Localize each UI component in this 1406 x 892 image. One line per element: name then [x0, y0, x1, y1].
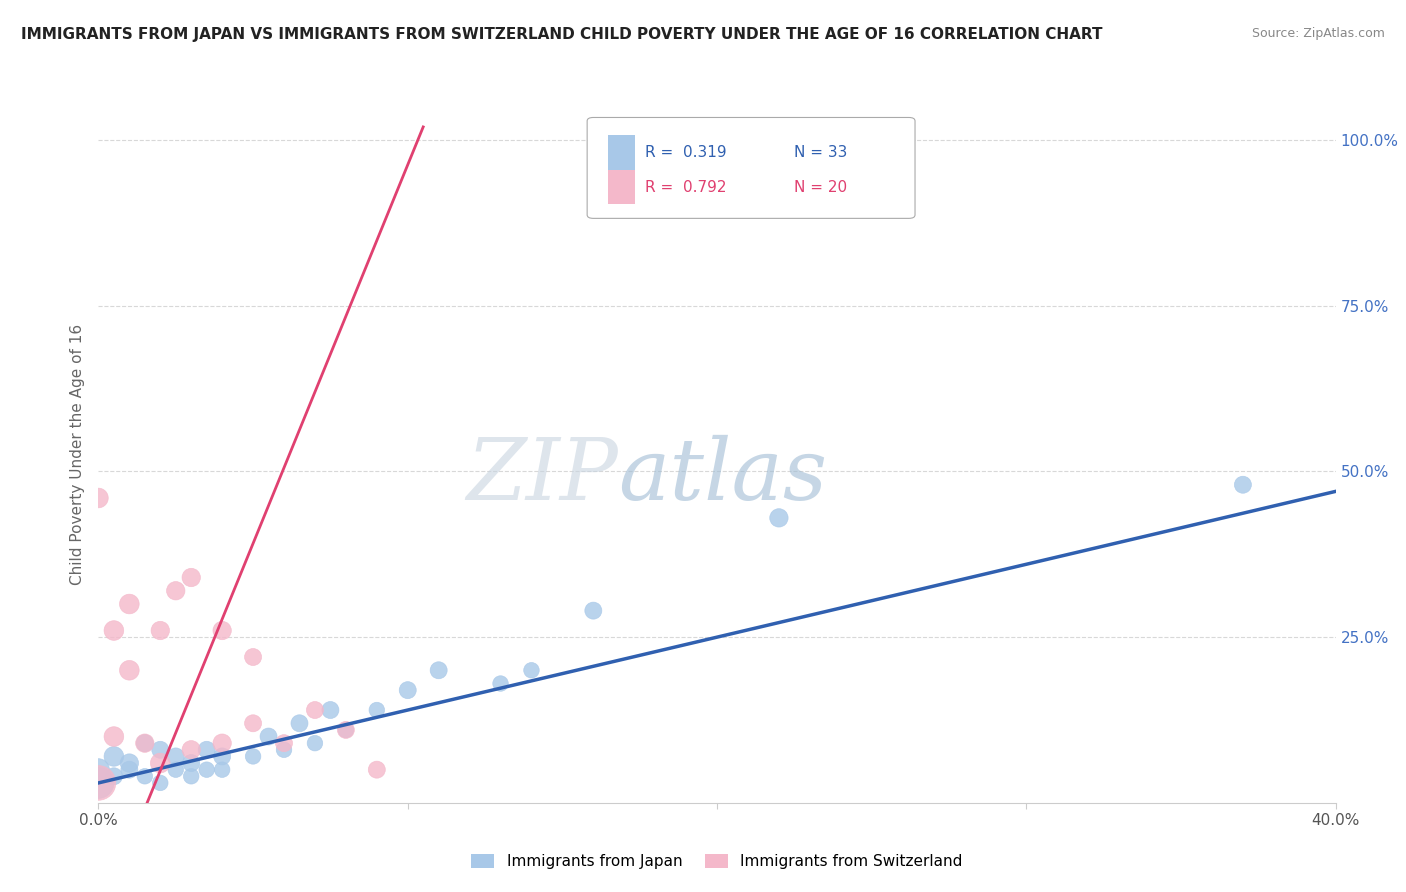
Point	[396, 683, 419, 698]
Point	[149, 624, 172, 638]
Point	[211, 736, 233, 750]
Point	[165, 763, 187, 777]
Point	[211, 624, 233, 638]
Point	[87, 763, 110, 777]
Point	[103, 769, 125, 783]
Point	[319, 703, 342, 717]
Point	[149, 756, 172, 770]
Point	[335, 723, 357, 737]
Point	[165, 749, 187, 764]
Text: Source: ZipAtlas.com: Source: ZipAtlas.com	[1251, 27, 1385, 40]
Point	[1232, 477, 1254, 491]
Point	[180, 756, 202, 770]
Point	[489, 676, 512, 690]
Text: ZIP: ZIP	[467, 434, 619, 517]
FancyBboxPatch shape	[588, 118, 915, 219]
FancyBboxPatch shape	[609, 169, 636, 204]
Text: N = 33: N = 33	[794, 145, 848, 160]
Point	[211, 763, 233, 777]
Point	[273, 736, 295, 750]
Point	[180, 743, 202, 757]
Point	[366, 763, 388, 777]
Text: IMMIGRANTS FROM JAPAN VS IMMIGRANTS FROM SWITZERLAND CHILD POVERTY UNDER THE AGE: IMMIGRANTS FROM JAPAN VS IMMIGRANTS FROM…	[21, 27, 1102, 42]
Point	[180, 570, 202, 584]
FancyBboxPatch shape	[609, 135, 636, 169]
Y-axis label: Child Poverty Under the Age of 16: Child Poverty Under the Age of 16	[70, 325, 86, 585]
Point	[288, 716, 311, 731]
Point	[134, 736, 156, 750]
Point	[118, 756, 141, 770]
Point	[103, 730, 125, 744]
Point	[103, 624, 125, 638]
Point	[103, 749, 125, 764]
Point	[195, 763, 218, 777]
Text: N = 20: N = 20	[794, 179, 846, 194]
Point	[304, 736, 326, 750]
Point	[242, 749, 264, 764]
Point	[520, 663, 543, 677]
Point	[257, 730, 280, 744]
Point	[335, 723, 357, 737]
Point	[582, 604, 605, 618]
Point	[242, 650, 264, 665]
Point	[118, 597, 141, 611]
Text: atlas: atlas	[619, 434, 827, 517]
Point	[134, 769, 156, 783]
Point	[118, 663, 141, 677]
Point	[180, 769, 202, 783]
Point	[195, 743, 218, 757]
Point	[149, 743, 172, 757]
Point	[165, 583, 187, 598]
Text: R =  0.792: R = 0.792	[645, 179, 727, 194]
Legend: Immigrants from Japan, Immigrants from Switzerland: Immigrants from Japan, Immigrants from S…	[465, 848, 969, 875]
Point	[366, 703, 388, 717]
Point	[242, 716, 264, 731]
Point	[149, 776, 172, 790]
Text: R =  0.319: R = 0.319	[645, 145, 727, 160]
Point	[427, 663, 450, 677]
Point	[87, 776, 110, 790]
Point	[211, 749, 233, 764]
Point	[304, 703, 326, 717]
Point	[768, 511, 790, 525]
Point	[273, 743, 295, 757]
Point	[87, 776, 110, 790]
Point	[118, 763, 141, 777]
Point	[134, 736, 156, 750]
Point	[87, 491, 110, 505]
